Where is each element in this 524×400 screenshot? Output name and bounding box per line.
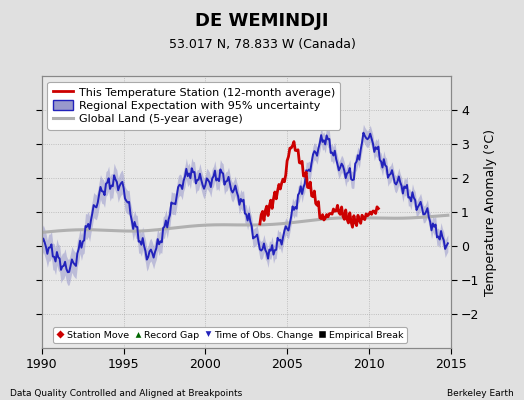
Text: Data Quality Controlled and Aligned at Breakpoints: Data Quality Controlled and Aligned at B… — [10, 389, 243, 398]
Text: DE WEMINDJI: DE WEMINDJI — [195, 12, 329, 30]
Y-axis label: Temperature Anomaly (°C): Temperature Anomaly (°C) — [484, 128, 497, 296]
Legend: Station Move, Record Gap, Time of Obs. Change, Empirical Break: Station Move, Record Gap, Time of Obs. C… — [53, 327, 407, 343]
Text: 53.017 N, 78.833 W (Canada): 53.017 N, 78.833 W (Canada) — [169, 38, 355, 51]
Text: Berkeley Earth: Berkeley Earth — [447, 389, 514, 398]
